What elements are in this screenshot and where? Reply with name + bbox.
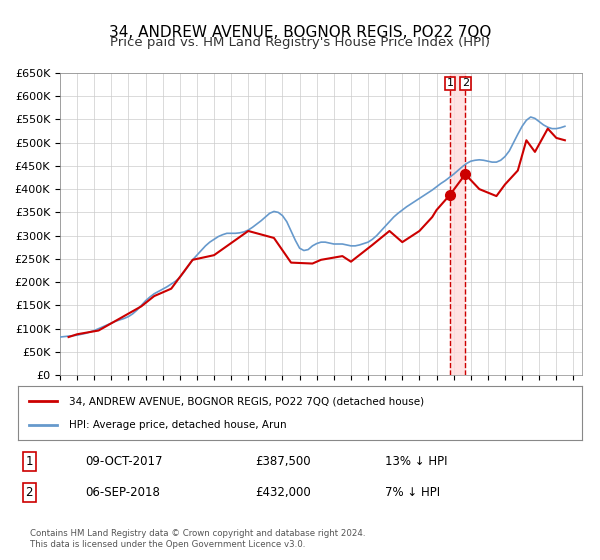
Text: 34, ANDREW AVENUE, BOGNOR REGIS, PO22 7QQ: 34, ANDREW AVENUE, BOGNOR REGIS, PO22 7Q…: [109, 25, 491, 40]
Text: 1: 1: [446, 78, 454, 88]
Text: 2: 2: [26, 486, 33, 498]
Text: 7% ↓ HPI: 7% ↓ HPI: [385, 486, 440, 498]
Text: 09-OCT-2017: 09-OCT-2017: [86, 455, 163, 468]
Text: 1: 1: [26, 455, 33, 468]
Text: 06-SEP-2018: 06-SEP-2018: [86, 486, 161, 498]
Text: 13% ↓ HPI: 13% ↓ HPI: [385, 455, 447, 468]
Text: Price paid vs. HM Land Registry's House Price Index (HPI): Price paid vs. HM Land Registry's House …: [110, 36, 490, 49]
Text: Contains HM Land Registry data © Crown copyright and database right 2024.: Contains HM Land Registry data © Crown c…: [30, 529, 365, 538]
Text: This data is licensed under the Open Government Licence v3.0.: This data is licensed under the Open Gov…: [30, 540, 305, 549]
Text: 34, ANDREW AVENUE, BOGNOR REGIS, PO22 7QQ (detached house): 34, ANDREW AVENUE, BOGNOR REGIS, PO22 7Q…: [69, 396, 424, 407]
Text: HPI: Average price, detached house, Arun: HPI: Average price, detached house, Arun: [69, 419, 286, 430]
Bar: [450, 73, 465, 375]
Text: £432,000: £432,000: [255, 486, 311, 498]
Text: 2: 2: [462, 78, 469, 88]
Text: £387,500: £387,500: [255, 455, 311, 468]
